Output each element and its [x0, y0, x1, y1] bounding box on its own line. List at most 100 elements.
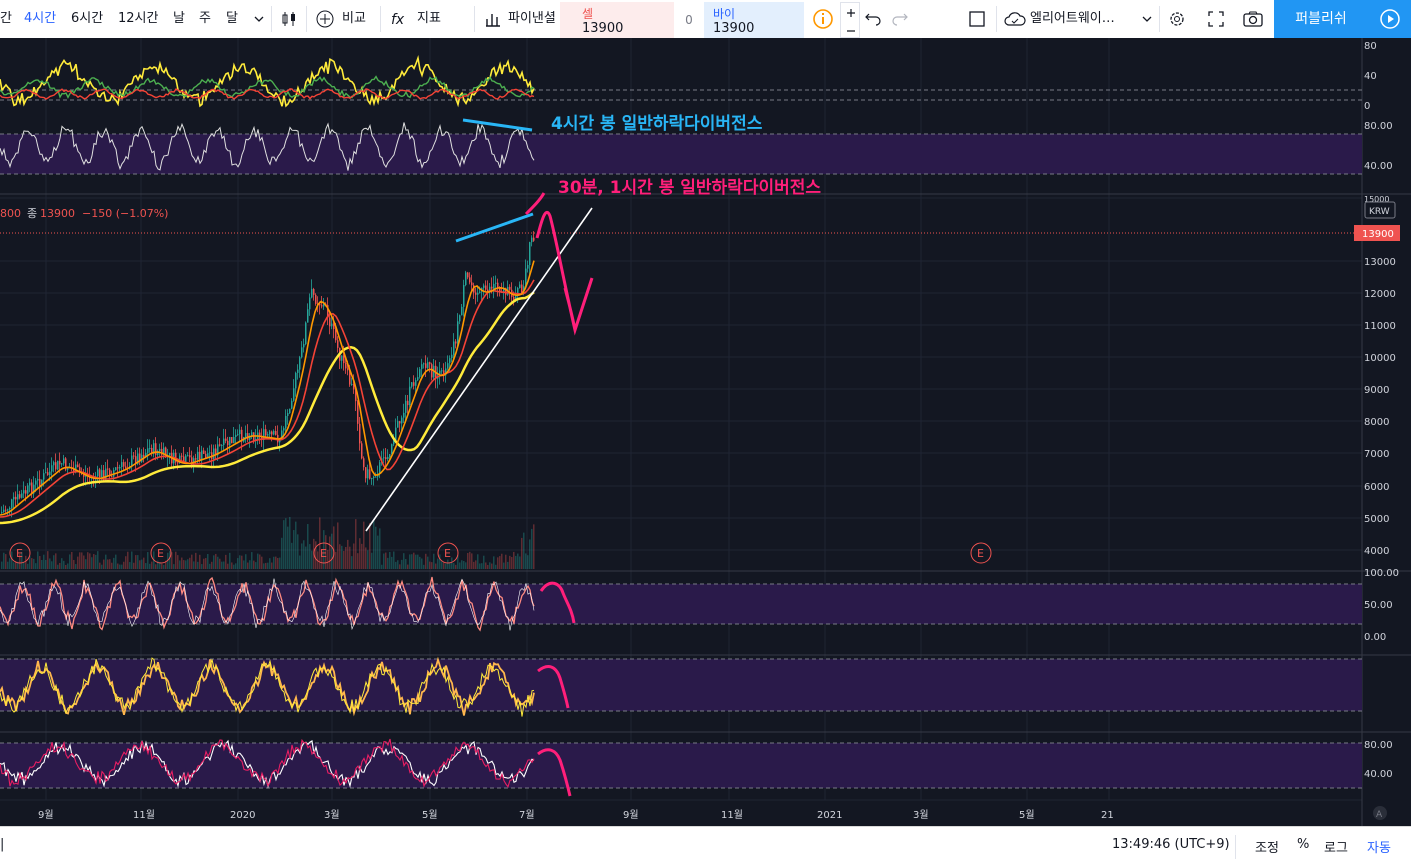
interval-week[interactable]: 주 [199, 11, 211, 26]
trendline[interactable] [365, 207, 593, 532]
candle-body [467, 272, 469, 278]
redo-icon[interactable] [889, 8, 911, 30]
candle-body [273, 430, 275, 435]
candle-style-icon[interactable] [278, 8, 300, 30]
candle-body [371, 478, 373, 480]
info-icon[interactable] [812, 8, 834, 30]
candle-body [297, 369, 299, 373]
rsi-divergence-line[interactable] [462, 118, 533, 132]
volume-bar [15, 561, 17, 569]
candle-body [199, 451, 201, 461]
volume-bar [57, 564, 59, 569]
interval-day[interactable]: 날 [173, 11, 185, 26]
top-osc-yellow [0, 54, 535, 108]
candle-body [219, 444, 221, 446]
currency-badge[interactable] [1364, 201, 1396, 219]
volume-bar [277, 557, 279, 569]
square-icon[interactable] [966, 8, 988, 30]
compare-button[interactable]: 비교 [342, 11, 366, 26]
interval-partial[interactable]: 간 [0, 11, 12, 26]
legend-close-value: 13900 [40, 207, 75, 220]
template-button[interactable]: 파이낸셜 [508, 11, 556, 26]
volume-bar [365, 547, 367, 569]
candle-body [209, 452, 211, 454]
play-button[interactable] [1368, 0, 1411, 38]
template-chart-icon[interactable] [482, 8, 504, 30]
volume-bar [223, 561, 225, 569]
volume-bar [101, 564, 103, 569]
auto-scale-icon: A [1376, 810, 1383, 820]
candle-body [245, 433, 247, 438]
clock-time[interactable]: 13:49:46 (UTC+9) [1112, 837, 1230, 852]
plus-circle-icon[interactable] [314, 8, 336, 30]
volume-bar [295, 521, 297, 569]
volume-bar [275, 556, 277, 569]
fullscreen-icon[interactable] [1205, 8, 1227, 30]
indicators-icon[interactable]: fx [388, 8, 410, 30]
candle-body [375, 476, 377, 478]
price-divergence-line[interactable] [455, 212, 534, 243]
candle-body [207, 453, 209, 458]
adjust-toggle[interactable]: 조정 [1255, 841, 1279, 856]
volume-bar [103, 559, 105, 569]
volume-bar [455, 564, 457, 569]
auto-toggle[interactable]: 자동 [1367, 841, 1391, 856]
candle-body [135, 456, 137, 464]
candle-body [29, 482, 31, 486]
interval-6h[interactable]: 6시간 [71, 11, 104, 26]
candle-body [497, 282, 499, 289]
volume-bar [195, 552, 197, 569]
earnings-marker [9, 542, 31, 564]
candle-body [271, 431, 273, 435]
sell-button[interactable]: 셀 13900 [560, 2, 674, 38]
volume-bar [291, 542, 293, 569]
candle-body [403, 412, 405, 418]
volume-bar [281, 537, 283, 569]
candle-body [227, 440, 229, 446]
publish-button[interactable]: 퍼블리쉬 [1274, 0, 1368, 38]
chart-area[interactable]: 4시간 봉 일반하락다이버전스 30분, 1시간 봉 일반하락다이버전스 800… [0, 38, 1411, 826]
candle-body [301, 347, 303, 358]
volume-bar [477, 554, 479, 569]
candle-body [149, 447, 151, 449]
cloud-icon[interactable] [1004, 8, 1026, 30]
volume-bar [523, 532, 525, 569]
chevron-down-icon[interactable] [248, 8, 270, 30]
candle-body [361, 443, 363, 459]
volume-bar [125, 556, 127, 569]
auto-scale-button[interactable] [1373, 806, 1387, 820]
indicators-button[interactable]: 지표 [417, 11, 441, 26]
interval-4h[interactable]: 4시간 [24, 11, 57, 26]
spread-value: 0 [674, 2, 704, 38]
candle-body [241, 429, 243, 442]
log-toggle[interactable]: 로그 [1324, 841, 1348, 856]
quantity-stepper[interactable] [840, 2, 860, 38]
chevron-down-icon[interactable] [1136, 8, 1158, 30]
volume-bar [193, 561, 195, 569]
rsi-band [0, 134, 1362, 174]
candle-body [41, 479, 43, 487]
candle-body [33, 484, 35, 494]
volume-bar [499, 556, 501, 569]
volume-bar [151, 561, 153, 569]
undo-icon[interactable] [862, 8, 884, 30]
candle-body [85, 474, 87, 477]
candle-body [363, 458, 365, 468]
buy-button[interactable]: 바이 13900 [704, 2, 804, 38]
volume-bar [485, 562, 487, 569]
gear-icon[interactable] [1166, 8, 1188, 30]
alert-name[interactable]: 엘리어트웨이… [1030, 11, 1115, 26]
candle-body [117, 467, 119, 469]
candle-body [111, 476, 113, 478]
percent-toggle[interactable]: % [1297, 837, 1310, 852]
candle-body [53, 462, 55, 466]
volume-bar [525, 553, 527, 569]
indicator-tick: 0 [1364, 101, 1370, 112]
camera-icon[interactable] [1242, 8, 1264, 30]
volume-bar [341, 545, 343, 569]
candle-body [299, 357, 301, 370]
interval-month[interactable]: 달 [226, 11, 238, 26]
candle-body [15, 496, 17, 500]
candle-body [373, 476, 375, 479]
interval-12h[interactable]: 12시간 [118, 11, 159, 26]
